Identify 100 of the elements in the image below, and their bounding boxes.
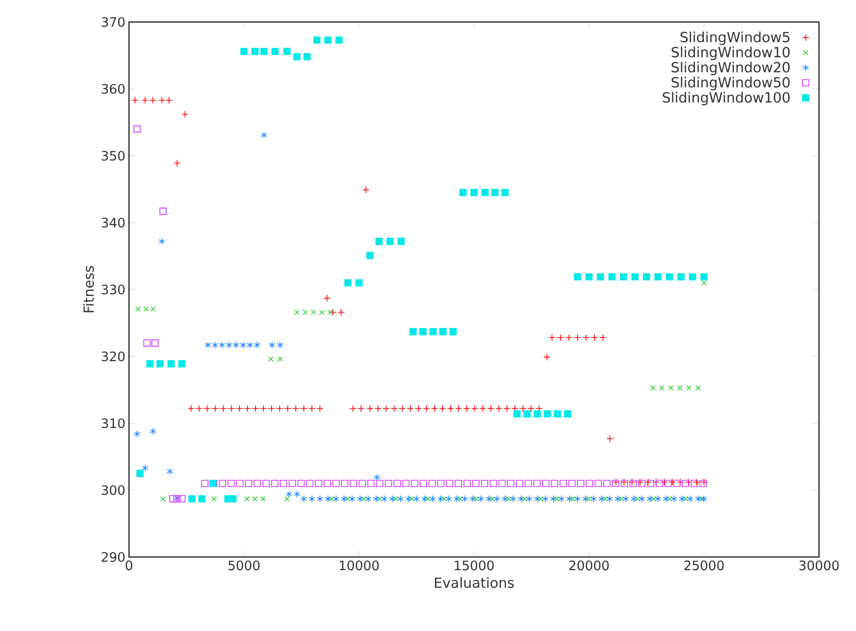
point xyxy=(156,360,164,368)
point xyxy=(554,410,562,418)
point xyxy=(397,238,405,245)
point xyxy=(425,496,431,502)
point xyxy=(700,273,708,280)
point xyxy=(303,53,311,60)
point xyxy=(544,410,551,418)
point xyxy=(260,48,268,56)
point xyxy=(459,188,467,196)
point xyxy=(135,306,141,312)
point xyxy=(574,273,582,280)
y-tick-label: 330 xyxy=(102,284,125,294)
point xyxy=(375,238,383,245)
point xyxy=(677,385,683,390)
point xyxy=(377,496,382,502)
point xyxy=(650,385,656,390)
point xyxy=(328,496,334,502)
point xyxy=(283,48,291,56)
point xyxy=(554,496,560,502)
legend-label: SlidingWindow50 xyxy=(672,76,790,90)
point xyxy=(677,273,685,280)
point xyxy=(188,495,196,502)
point xyxy=(570,496,576,502)
legend-label: SlidingWindow100 xyxy=(662,92,790,106)
point xyxy=(146,360,154,368)
point xyxy=(344,496,350,502)
point xyxy=(659,385,665,390)
point xyxy=(344,279,352,286)
point xyxy=(439,328,447,336)
point xyxy=(294,310,300,315)
point xyxy=(596,273,604,280)
point xyxy=(686,385,692,390)
point xyxy=(449,328,457,336)
point xyxy=(585,273,593,280)
x-tick-label: 0 xyxy=(126,560,132,570)
point xyxy=(682,496,688,502)
point xyxy=(668,385,674,390)
point xyxy=(701,280,707,286)
point xyxy=(409,496,415,502)
point xyxy=(178,360,186,368)
point xyxy=(441,496,447,502)
point xyxy=(429,328,437,336)
point xyxy=(538,496,544,502)
point xyxy=(355,279,363,286)
point xyxy=(260,496,266,502)
point xyxy=(252,496,258,502)
legend-label: SlidingWindow10 xyxy=(672,46,790,60)
point xyxy=(277,356,283,362)
point xyxy=(688,273,696,280)
point xyxy=(211,496,217,502)
point xyxy=(618,496,624,502)
point xyxy=(167,360,175,368)
y-tick-label: 370 xyxy=(102,17,125,27)
point xyxy=(699,496,704,502)
point xyxy=(602,496,608,502)
point xyxy=(284,496,290,502)
point xyxy=(136,470,144,478)
point xyxy=(244,496,250,502)
point xyxy=(666,273,674,280)
point xyxy=(229,495,237,502)
point xyxy=(491,188,499,196)
point xyxy=(650,496,656,502)
point xyxy=(393,496,398,502)
y-tick-label: 360 xyxy=(102,84,125,94)
point xyxy=(310,310,316,315)
x-tick-label: 10000 xyxy=(340,560,379,570)
point xyxy=(620,273,628,280)
point xyxy=(634,496,640,502)
y-tick-label: 310 xyxy=(102,418,125,428)
point xyxy=(327,310,333,315)
point xyxy=(522,496,528,502)
point xyxy=(458,496,463,502)
point xyxy=(366,252,374,259)
y-tick-label: 340 xyxy=(102,218,125,228)
point xyxy=(564,410,572,418)
point xyxy=(513,410,521,418)
y-axis-title: Fitness xyxy=(83,266,94,312)
y-tick-label: 320 xyxy=(102,351,125,362)
point xyxy=(642,273,650,280)
point xyxy=(319,310,324,315)
point xyxy=(419,328,427,336)
legend-label: SlidingWindow5 xyxy=(680,32,790,46)
x-tick-label: 30000 xyxy=(799,560,839,570)
point xyxy=(654,273,662,280)
point xyxy=(324,36,332,44)
x-tick-label: 15000 xyxy=(454,560,494,570)
point xyxy=(666,496,672,502)
point xyxy=(386,238,394,245)
point xyxy=(474,496,479,502)
x-tick-label: 20000 xyxy=(569,560,609,570)
point xyxy=(251,48,259,56)
x-tick-label: 25000 xyxy=(684,560,724,570)
legend-label: SlidingWindow20 xyxy=(672,62,790,76)
y-tick-label: 290 xyxy=(102,552,125,562)
point xyxy=(268,356,274,362)
point xyxy=(409,328,417,336)
point xyxy=(481,188,489,196)
point xyxy=(240,48,248,56)
point xyxy=(631,273,639,280)
x-tick-label: 5000 xyxy=(228,560,260,570)
